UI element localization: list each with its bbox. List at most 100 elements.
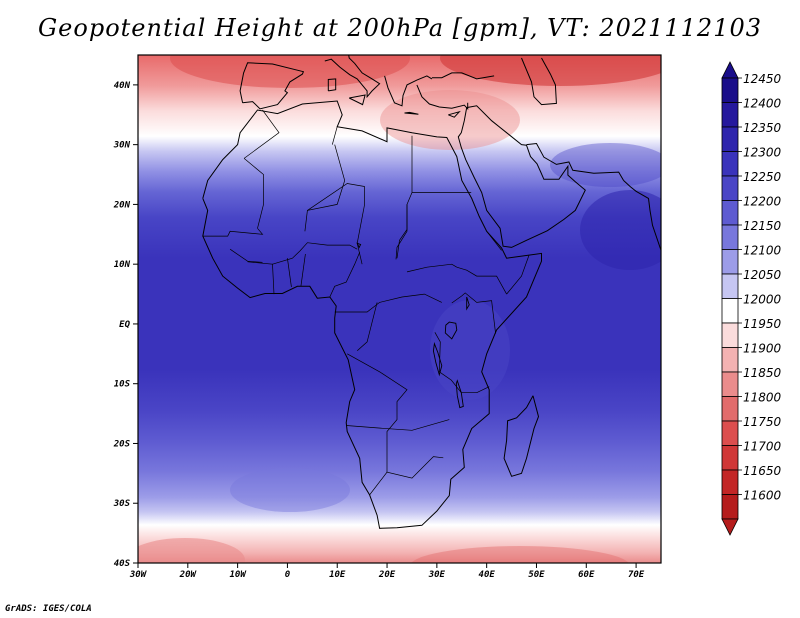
country-border [243,158,264,229]
country-border [461,386,490,394]
coastline [521,57,557,106]
colorbar-swatch [721,249,739,275]
colorbar-max-arrow [721,61,739,79]
colorbar-label: 11800 [743,391,782,405]
colorbar-label: 12150 [743,219,782,233]
lon-label: 50E [528,570,545,580]
coastline [202,100,542,529]
colorbar-swatch [721,420,739,446]
lat-label: 20N [113,200,131,210]
height-field [138,55,661,563]
coastline [327,78,337,92]
colorbar-label: 11650 [743,464,782,478]
country-border [486,231,502,251]
colorbar-label: 11950 [743,317,782,331]
country-border [506,255,530,295]
colorbar-swatch [721,102,739,128]
lat-label: 30S [113,499,131,509]
colorbar: 12450 12400 12350 12300 12250 12200 12150 12100… [721,61,782,536]
lon-label: 70E [628,570,645,580]
coastline [416,84,469,111]
colorbar-swatch [721,273,739,299]
colorbar-swatch [721,224,739,250]
colorbar-label: 12300 [743,146,782,160]
country-border [346,419,450,431]
coastline [448,110,461,118]
colorbar-swatch [721,151,739,177]
colorbar-swatch [721,298,739,324]
colorbar-label: 11700 [743,440,782,454]
lon-label: 40E [479,570,496,580]
colorbar-swatch [721,469,739,495]
lon-label: 60E [578,570,595,580]
longitude-axis: 30W 20W 10W 0 10E 20E 30E 40E 50E 60E 70E [129,563,645,580]
country-border [247,261,275,295]
coastlines [202,55,695,529]
lon-label: 10E [329,570,346,580]
lon-label: 30W [129,570,148,580]
colorbar-label: 12000 [743,293,782,307]
country-border [300,253,306,287]
country-border [304,144,346,232]
lat-label: 30N [113,141,131,151]
country-border [243,109,280,159]
coastline [503,395,540,477]
coastline [384,75,433,107]
colorbar-swatch [721,200,739,226]
lat-label: 40S [114,559,131,569]
colorbar-swatch [721,126,739,152]
country-border [396,204,408,259]
country-border [334,293,442,313]
lat-label: 20S [113,439,131,449]
country-border [347,353,408,473]
map-frame [137,54,662,564]
country-border [356,186,365,265]
coastline [324,55,381,99]
country-border [331,126,338,145]
country-border [307,183,365,211]
colorbar-swatch [721,347,739,373]
country-border [202,228,264,237]
country-border [451,292,496,334]
lon-label: 30E [428,570,446,580]
colorbar-label: 12350 [743,121,782,135]
coastline [431,72,495,80]
lat-label: 40N [114,81,131,91]
lon-label: 10W [229,570,247,580]
country-border [329,252,361,298]
lat-label: 10N [114,260,131,270]
colorbar-label: 12250 [743,170,782,184]
coastline [348,94,366,106]
country-border [356,302,378,352]
colorbar-label: 11850 [743,366,782,380]
credit-label: GrADS: IGES/COLA [5,604,92,614]
coastline [623,180,661,252]
country-border [406,263,457,273]
colorbar-swatch [721,371,739,397]
country-border [229,248,263,263]
colorbar-swatch [721,445,739,471]
colorbar-label: 12200 [743,195,782,209]
lon-label: 20E [378,570,396,580]
lake-outline [455,379,464,409]
country-border [369,456,444,496]
coastline [526,142,625,181]
colorbar-label: 12400 [743,97,782,111]
colorbar-min-arrow [721,518,739,536]
country-border [434,332,462,393]
colorbar-label: 12450 [743,72,782,86]
colorbar-label: 12050 [743,268,782,282]
lat-label: 10S [114,380,131,390]
coastline [685,265,695,288]
colorbar-swatch [721,322,739,348]
country-border [456,266,507,295]
lake-outline [466,296,470,311]
coastline [404,111,419,115]
colorbar-swatch [721,396,739,422]
colorbar-label: 11900 [743,342,782,356]
colorbar-label: 11600 [743,489,782,503]
colorbar-swatch [721,175,739,201]
country-border [272,242,358,265]
country-border [287,258,292,287]
